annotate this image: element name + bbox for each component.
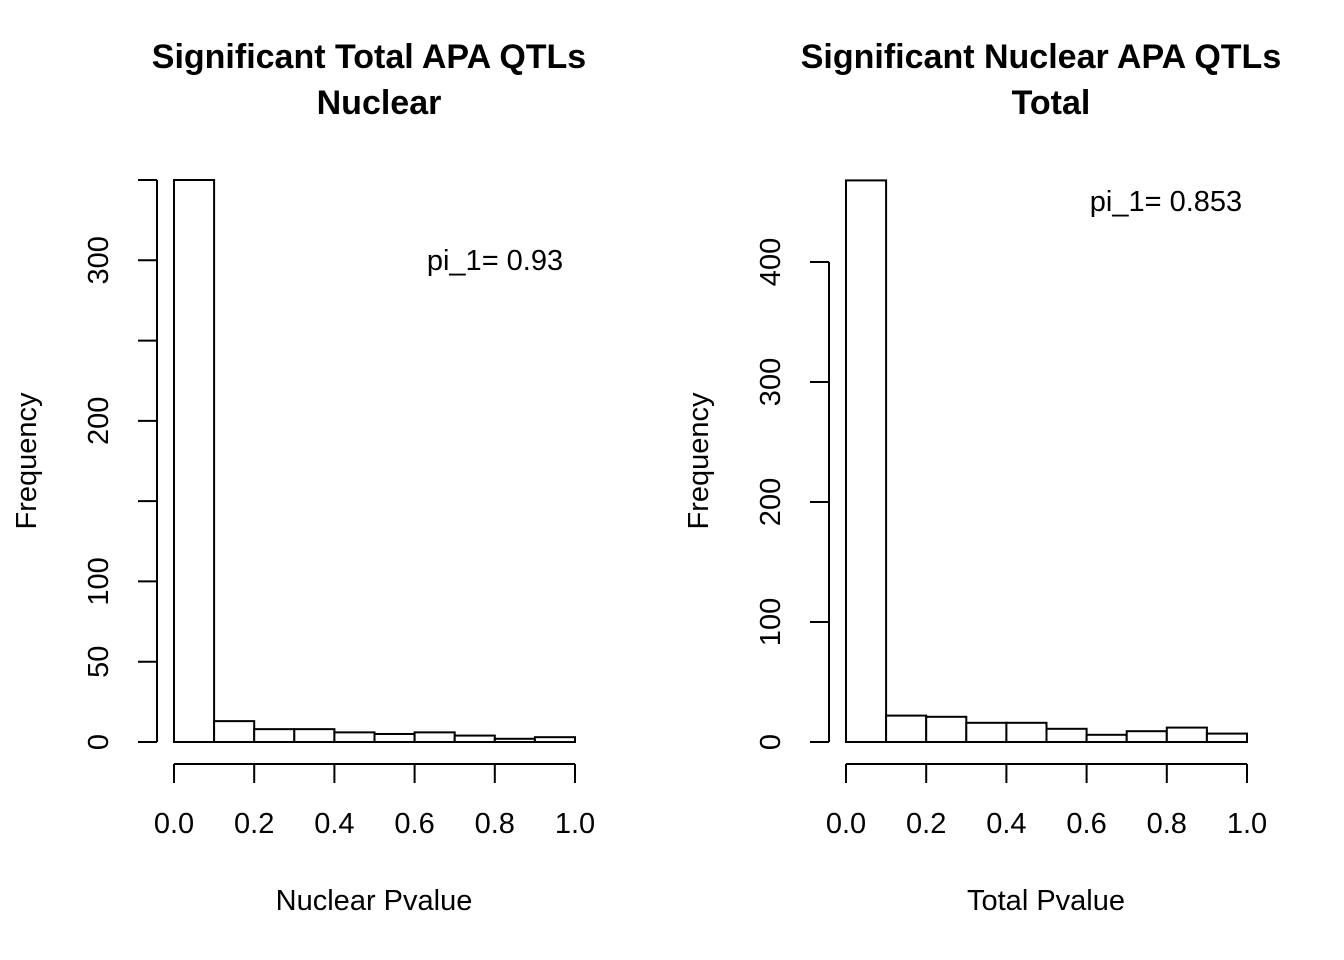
- y-tick-label: 200: [83, 397, 115, 445]
- histogram-bar: [413, 731, 456, 744]
- chart-subtitle: Total: [1012, 84, 1091, 122]
- histogram-bar: [1165, 726, 1208, 743]
- pi1-annotation: pi_1= 0.853: [1090, 186, 1242, 218]
- x-tick-label: 0.8: [475, 808, 515, 840]
- histogram-bar: [293, 728, 336, 744]
- x-tick-label: 0.4: [986, 808, 1026, 840]
- histogram-bar: [173, 179, 216, 743]
- histogram-bar: [1085, 733, 1128, 743]
- y-tick-label: 200: [755, 478, 787, 526]
- histogram-bar: [453, 734, 496, 744]
- histogram-bar: [1125, 730, 1168, 744]
- histogram-bar: [373, 732, 416, 744]
- histogram-bar: [845, 179, 888, 743]
- bar-series: [845, 179, 1249, 744]
- histogram-panel-total-pvalue: Significant Nuclear APA QTLs Total Total…: [683, 38, 1281, 917]
- histogram-panel-nuclear-pvalue: Significant Total APA QTLs Nuclear Nucle…: [11, 38, 595, 917]
- histogram-bar: [493, 737, 536, 744]
- x-tick-label: 0.6: [1066, 808, 1106, 840]
- histogram-bar: [965, 721, 1008, 743]
- x-tick-label: 0.0: [826, 808, 866, 840]
- x-axis: 0.0 0.2 0.4 0.6 0.8 1.0: [826, 763, 1267, 840]
- x-tick-label: 0.2: [234, 808, 274, 840]
- y-tick-label: 100: [755, 598, 787, 646]
- x-axis: 0.0 0.2 0.4 0.6 0.8 1.0: [154, 763, 595, 840]
- pi1-annotation: pi_1= 0.93: [427, 245, 563, 277]
- x-axis-label: Nuclear Pvalue: [276, 885, 473, 917]
- y-tick-label: 50: [83, 646, 115, 678]
- x-tick-label: 0.8: [1147, 808, 1187, 840]
- y-tick-label: 100: [83, 557, 115, 605]
- y-tick-label: 0: [83, 734, 115, 750]
- x-tick-label: 0.0: [154, 808, 194, 840]
- chart-title: Significant Nuclear APA QTLs: [801, 38, 1281, 76]
- x-tick-label: 0.2: [906, 808, 946, 840]
- x-tick-label: 0.4: [314, 808, 354, 840]
- x-tick-label: 1.0: [555, 808, 595, 840]
- histogram-bar: [885, 714, 928, 743]
- y-axis: 0 100 200 300 400: [755, 238, 830, 750]
- bar-series: [173, 179, 577, 744]
- chart-title: Significant Total APA QTLs: [152, 38, 586, 76]
- y-tick-label: 300: [83, 236, 115, 284]
- y-axis-label: Frequency: [683, 392, 715, 530]
- histogram-bar: [533, 736, 577, 744]
- x-tick-label: 0.6: [394, 808, 434, 840]
- chart-subtitle: Nuclear: [317, 84, 442, 122]
- y-axis: 0 50 100 200 300: [83, 179, 158, 750]
- y-tick-label: 0: [755, 734, 787, 750]
- y-tick-label: 300: [755, 358, 787, 406]
- histogram-bar: [1045, 727, 1088, 743]
- histogram-bar: [253, 728, 296, 744]
- y-axis-label: Frequency: [11, 392, 43, 530]
- histogram-bar: [1005, 721, 1048, 743]
- histogram-bar: [213, 720, 256, 744]
- histogram-bar: [925, 715, 968, 743]
- histogram-bar: [1205, 732, 1249, 743]
- x-tick-label: 1.0: [1227, 808, 1267, 840]
- histogram-bar: [333, 731, 376, 744]
- x-axis-label: Total Pvalue: [967, 885, 1125, 917]
- y-tick-label: 400: [755, 238, 787, 286]
